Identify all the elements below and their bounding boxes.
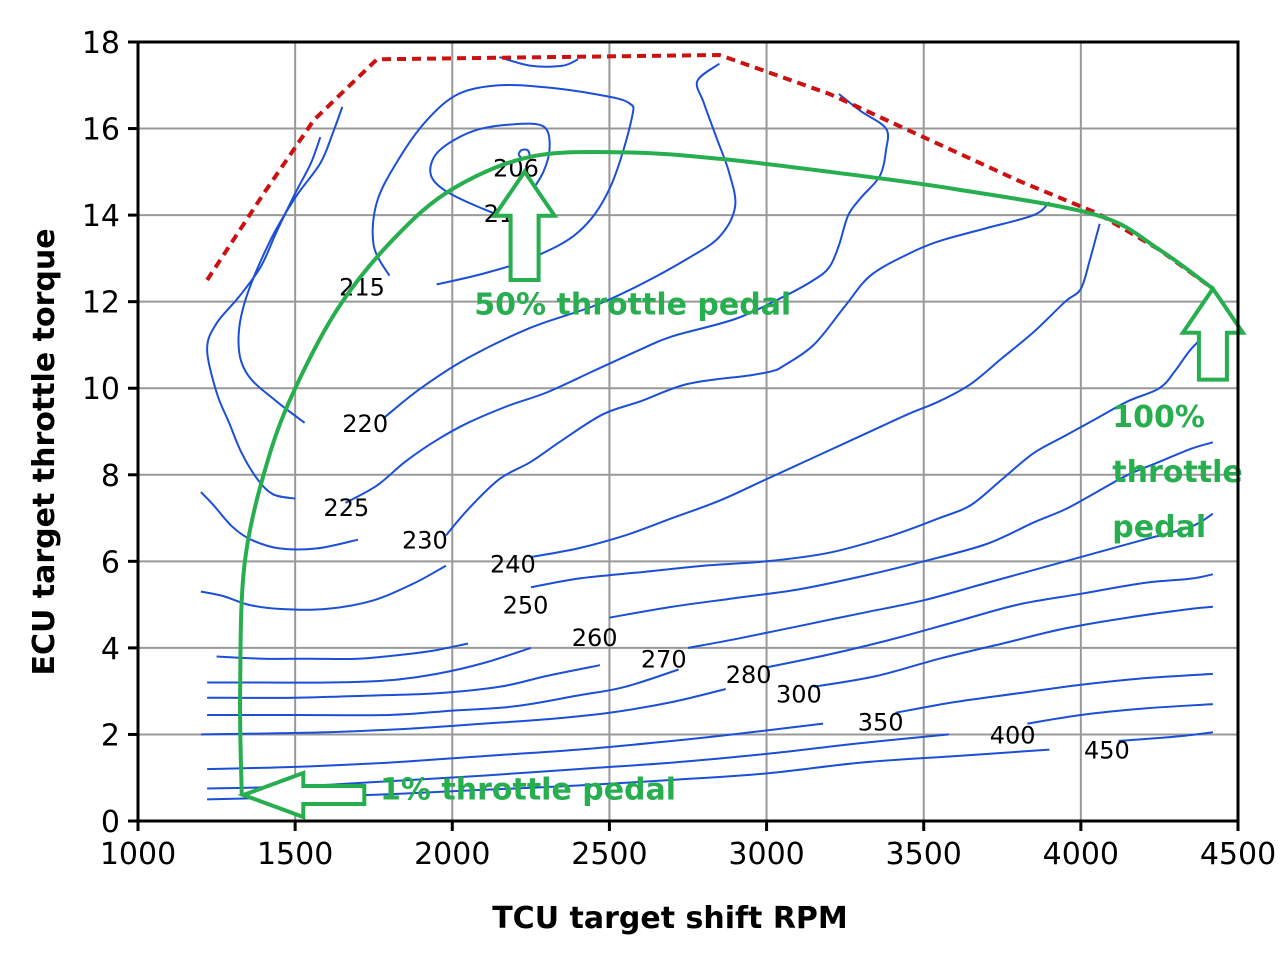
y-tick-label: 12 [82, 286, 120, 321]
contour-label-280: 280 [726, 661, 772, 689]
contour-260 [609, 441, 1214, 619]
contour-250 [530, 326, 1214, 589]
contour-label-230: 230 [402, 527, 448, 555]
contour-220 [237, 106, 344, 424]
torque-limit-line [205, 52, 1215, 291]
annotation-text: 1% throttle pedal [380, 772, 676, 807]
contour-225 [206, 136, 322, 500]
y-tick-label: 18 [82, 26, 120, 61]
contour-label-250: 250 [503, 592, 549, 620]
contour-215 [499, 56, 579, 68]
y-tick-label: 2 [101, 718, 120, 753]
contour-270 [687, 512, 1214, 649]
contour-280 [766, 573, 1214, 669]
contour-label-350: 350 [858, 708, 904, 736]
annotation-text-line: 100% [1112, 400, 1205, 435]
contour-280 [207, 668, 679, 717]
torque-limit-dashed [205, 52, 1215, 291]
contour-240 [530, 223, 1101, 558]
x-tick-label: 2000 [414, 837, 490, 872]
x-tick-label: 1000 [100, 837, 176, 872]
plot-frame [136, 40, 1240, 823]
y-tick-label: 8 [101, 459, 120, 494]
annotation-arrow [1179, 285, 1247, 382]
contour-350 [895, 672, 1213, 714]
contour-300 [813, 605, 1213, 688]
contour-label-270: 270 [641, 646, 687, 674]
annotation-text-line: pedal [1112, 510, 1206, 545]
x-tick-label: 1500 [257, 837, 333, 872]
contour-220 [382, 62, 737, 420]
contour-label-220: 220 [342, 410, 388, 438]
annotation-arrow [490, 168, 559, 282]
y-tick-label: 4 [101, 632, 120, 667]
contour-230 [200, 491, 359, 551]
contour-450 [1118, 731, 1214, 742]
x-tick-label: 3500 [886, 837, 962, 872]
contour-label-450: 450 [1084, 737, 1130, 765]
y-tick-label: 10 [82, 372, 120, 407]
annotation-arrow [237, 770, 367, 820]
pedal-curve-line [238, 149, 1215, 796]
contour-300 [200, 688, 726, 736]
y-tick-label: 0 [101, 805, 120, 840]
contour-270 [207, 664, 601, 699]
contour-label-300: 300 [776, 680, 822, 708]
annotation-text: 50% throttle pedal [474, 288, 791, 323]
x-tick-label: 3000 [728, 837, 804, 872]
contour-215 [371, 83, 635, 286]
contour-240 [200, 564, 447, 611]
contour-label-400: 400 [990, 721, 1036, 749]
contour-210 [429, 122, 551, 217]
contour-225 [344, 93, 890, 504]
pedal-curve [238, 149, 1215, 796]
y-axis-label: ECU target throttle torque [27, 228, 62, 675]
contour-label-240: 240 [490, 550, 536, 578]
contour-230 [445, 201, 1051, 537]
contour-label-260: 260 [572, 624, 618, 652]
x-axis-label: TCU target shift RPM [492, 901, 848, 936]
contour-400 [1027, 703, 1213, 725]
contour-250 [216, 642, 469, 661]
y-tick-label: 6 [101, 545, 120, 580]
annotation-text: 100% throttle pedal [1112, 400, 1242, 545]
contour-260 [207, 646, 532, 684]
contour-label-225: 225 [323, 494, 369, 522]
y-tick-label: 16 [82, 113, 120, 148]
x-tick-label: 4000 [1043, 837, 1119, 872]
contour-350 [207, 722, 824, 771]
x-tick-label: 4500 [1200, 837, 1276, 872]
x-tick-label: 2500 [571, 837, 647, 872]
y-tick-label: 14 [82, 199, 120, 234]
annotation-text-line: throttle [1112, 455, 1242, 490]
annotations: 50% throttle pedal 100% throttle pedal 1% th… [237, 168, 1247, 820]
axis-ticks: 1000 1500 2000 2500 3000 3500 4000 4500 0 2 4 6 8 10 1… [82, 26, 1276, 872]
